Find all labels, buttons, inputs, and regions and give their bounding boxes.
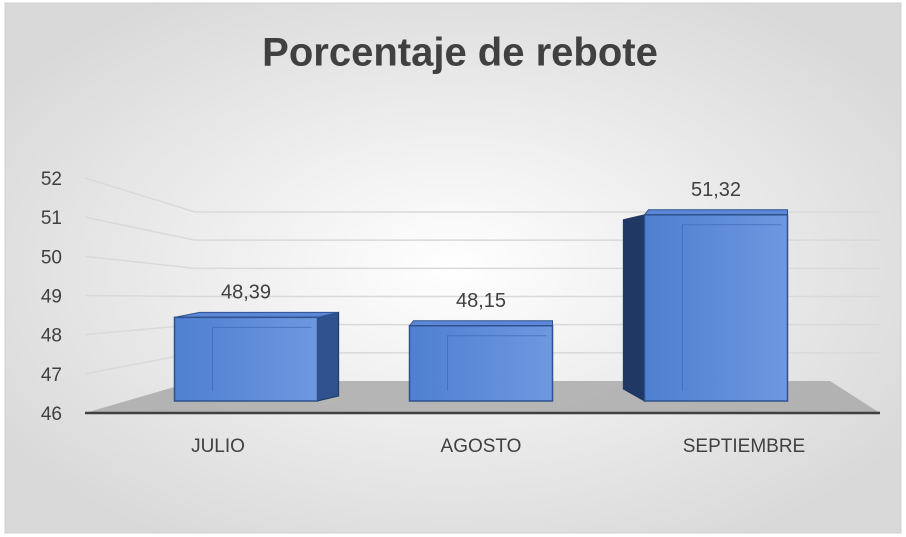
data-label: 48,39 [221,282,271,304]
bar-side [622,214,645,402]
data-label: 48,15 [456,290,506,312]
y-tick-label: 47 [41,365,62,386]
bar-front [643,214,789,402]
bar-front [173,316,319,402]
bar-edge [447,335,547,391]
bar-side [317,311,340,402]
bar-edge [682,224,782,391]
bar-front [408,325,554,402]
bar-edge [212,326,312,391]
bar-top [174,311,339,318]
bar [622,209,789,402]
bar [408,320,554,402]
y-tick-label: 48 [41,326,62,347]
x-tick-label: AGOSTO [441,436,522,457]
x-tick-label: JULIO [191,436,245,457]
y-tick-label: 51 [41,208,62,229]
bar [173,311,340,402]
y-tick-label: 52 [41,169,62,190]
data-label: 51,32 [691,179,741,201]
chart-title: Porcentaje de rebote [262,31,658,75]
y-tick-label: 49 [41,287,62,308]
y-tick-label: 50 [41,247,62,268]
y-tick-label: 46 [41,404,62,425]
x-tick-label: SEPTIEMBRE [683,436,805,457]
